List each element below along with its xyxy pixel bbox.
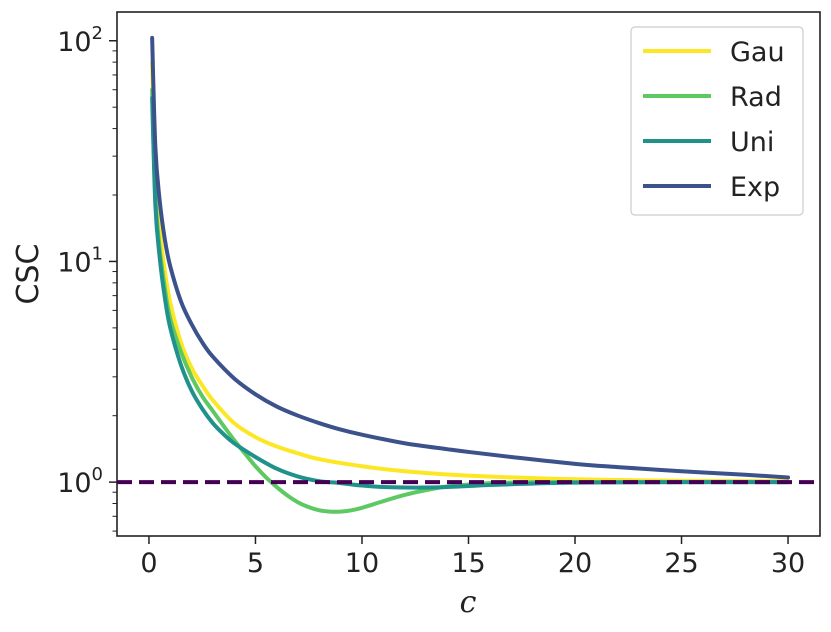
y-tick-base: 10 xyxy=(57,27,91,58)
legend-box xyxy=(630,26,804,216)
y-tick-exponent: 1 xyxy=(92,243,103,264)
legend-label-exp: Exp xyxy=(730,172,780,203)
x-tick-label: 20 xyxy=(558,548,592,579)
legend-label-rad: Rad xyxy=(730,82,782,113)
legend: Gau Rad Uni Exp xyxy=(630,26,804,216)
series-line-uni xyxy=(150,96,791,490)
x-tick-label: 10 xyxy=(345,548,379,579)
series-line-gau xyxy=(150,60,791,484)
legend-label-gau: Gau xyxy=(730,37,785,68)
y-tick-exponent: 2 xyxy=(92,23,103,44)
x-tick-label: 5 xyxy=(247,548,264,579)
series-line-exp xyxy=(150,35,791,480)
x-tick-label: 15 xyxy=(451,548,485,579)
y-tick-label: 101 xyxy=(57,243,103,278)
x-tick-label: 30 xyxy=(771,548,805,579)
x-axis-title: c xyxy=(460,585,477,620)
legend-label-uni: Uni xyxy=(730,127,774,158)
x-tick-label: 25 xyxy=(664,548,698,579)
y-tick-base: 10 xyxy=(57,247,91,278)
y-axis-title: CSC xyxy=(11,244,46,305)
x-tick-label: 0 xyxy=(140,548,157,579)
y-tick-label: 100 xyxy=(57,464,103,499)
y-tick-base: 10 xyxy=(57,468,91,499)
y-tick-label: 102 xyxy=(57,23,103,58)
series-lines xyxy=(150,35,791,514)
y-tick-exponent: 0 xyxy=(92,464,103,485)
x-axis-ticks: 0 5 10 15 20 25 30 xyxy=(140,536,805,579)
